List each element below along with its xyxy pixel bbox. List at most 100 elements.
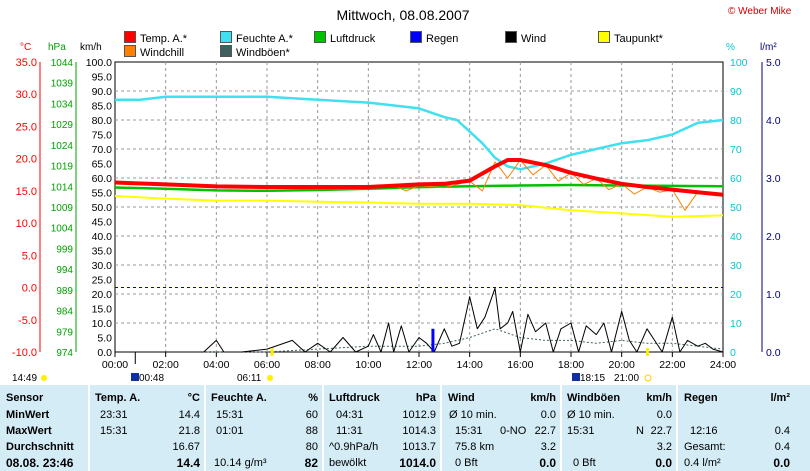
sun-markers: 14:49 00:48 06:11 18:15 21:00 xyxy=(12,348,652,384)
rain-tick-label: 4.0 xyxy=(766,115,781,127)
min-gust-val: 0.0 xyxy=(656,409,672,421)
current-gust-bft: 0 Bft xyxy=(573,457,596,469)
min-gust-label: Ø 10 min. xyxy=(567,409,615,421)
x-tick-label: 02:00 xyxy=(153,359,179,371)
grid xyxy=(115,62,723,352)
humidity-tick-label: 100 xyxy=(730,57,748,69)
wind-tick-label: 10.0 xyxy=(92,318,113,330)
min-temp-time: 23:31 xyxy=(100,409,128,421)
humidity-tick-label: 10 xyxy=(730,318,742,330)
wind-tick-label: 55.0 xyxy=(92,188,113,200)
current-temp-val: 14.4 xyxy=(176,456,200,470)
pressure-tick-label: 1024 xyxy=(51,141,74,152)
max-hum-val: 88 xyxy=(305,425,318,437)
series-feuchte-a xyxy=(115,95,724,171)
rain-tick-label: 2.0 xyxy=(766,231,781,243)
legend-label: Windböen* xyxy=(236,47,290,59)
x-tick-label: 12:00 xyxy=(406,359,432,371)
moon-icon xyxy=(572,373,580,381)
legend-swatch xyxy=(124,31,136,43)
min-hum-val: 60 xyxy=(305,409,318,421)
legend-swatch xyxy=(220,45,232,57)
legend-item: Wind xyxy=(505,31,546,45)
max-wind-time: 15:31 xyxy=(455,425,483,437)
header-wind: Wind xyxy=(448,392,475,404)
current-hum-val: 82 xyxy=(304,456,318,470)
min-press-time: 04:31 xyxy=(336,409,364,421)
humidity-tick-label: 20 xyxy=(730,289,742,301)
legend-item: Windböen* xyxy=(220,45,290,59)
temp-tick-label: 0.0 xyxy=(22,283,37,295)
max-hum-time: 01:01 xyxy=(216,425,244,437)
legend-item: Taupunkt* xyxy=(598,31,663,45)
header-hum-unit: % xyxy=(308,392,318,404)
temp-tick-label: 20.0 xyxy=(16,154,37,166)
legend-swatch xyxy=(505,31,517,43)
pressure-tick-label: 1014 xyxy=(51,182,74,193)
header-temp: Temp. A. xyxy=(95,392,141,404)
legend-swatch xyxy=(220,31,232,43)
humidity-tick-label: 90 xyxy=(730,86,742,98)
rain-tick-label: 1.0 xyxy=(766,289,781,301)
legend-label: Feuchte A.* xyxy=(236,33,293,45)
x-tick-label: 06:00 xyxy=(254,359,280,371)
legend-label: Regen xyxy=(426,33,459,45)
header-temp-unit: °C xyxy=(187,392,200,404)
humidity-tick-label: 40 xyxy=(730,231,742,243)
sun-icon xyxy=(267,375,273,381)
humidity-tick-label: 0 xyxy=(730,347,736,359)
legend-label: Temp. A.* xyxy=(140,33,188,45)
legend-swatch xyxy=(410,31,422,43)
weather-chart: Mittwoch, 08.08.2007 © Weber Mike °C hPa… xyxy=(12,6,792,384)
x-tick-label: 24:00 xyxy=(710,359,736,371)
rain-bar xyxy=(431,328,435,352)
temp-axis-unit: °C xyxy=(20,42,31,53)
wind-tick-label: 50.0 xyxy=(92,202,113,214)
legend-label: Luftdruck xyxy=(330,33,376,45)
rain-axis-unit: l/m² xyxy=(760,42,777,53)
max-wind-dir: 0-NO xyxy=(500,425,527,437)
rain-tick-label: 5.0 xyxy=(766,57,781,69)
pressure-tick-label: 994 xyxy=(56,265,73,276)
pressure-tick-label: 979 xyxy=(56,327,73,338)
row-max-label: MaxWert xyxy=(6,425,52,437)
moon-icon xyxy=(131,373,139,381)
pressure-tick-label: 1044 xyxy=(51,58,74,69)
x-tick-label: 14:00 xyxy=(457,359,483,371)
min-temp-val: 14.4 xyxy=(178,409,200,421)
rain-tick-label: 0.0 xyxy=(766,347,781,359)
header-rain-unit: l/m² xyxy=(770,392,790,404)
wind-tick-label: 60.0 xyxy=(92,173,113,185)
temp-tick-label: 10.0 xyxy=(16,218,37,230)
wind-tick-label: 45.0 xyxy=(92,217,113,229)
legend-swatch xyxy=(124,45,136,57)
current-rain-val: 0.4 l/m² xyxy=(684,457,721,469)
x-tick-label: 22:00 xyxy=(659,359,685,371)
current-press-val: 1014.0 xyxy=(399,456,436,470)
wind-tick-label: 15.0 xyxy=(92,304,113,316)
wind-tick-label: 75.0 xyxy=(92,130,113,142)
temp-tick-label: 15.0 xyxy=(16,186,37,198)
sunset-icon xyxy=(644,374,652,382)
row-avg-label: Durchschnitt xyxy=(6,441,74,453)
current-press-label: bewölkt xyxy=(329,457,367,469)
legend-label: Taupunkt* xyxy=(614,33,663,45)
header-rain: Regen xyxy=(684,392,718,404)
axes: 35.0 30.0 25.0 20.0 15.0 10.0 5.0 0.0 -5.0 -10.0 1… xyxy=(12,57,781,371)
header-press: Luftdruck xyxy=(329,392,380,404)
x-tick-label: 04:00 xyxy=(203,359,229,371)
wind-tick-label: 25.0 xyxy=(92,275,113,287)
wind-tick-label: 30.0 xyxy=(92,260,113,272)
avg-hum-val: 80 xyxy=(305,441,318,453)
legend-item: Temp. A.* xyxy=(124,31,187,45)
pressure-tick-label: 989 xyxy=(56,286,73,297)
x-tick-label: 00:00 xyxy=(102,359,128,371)
temp-tick-label: -10.0 xyxy=(12,347,37,359)
series-wind xyxy=(115,287,724,353)
header-wind-unit: km/h xyxy=(530,392,556,404)
wind-tick-label: 20.0 xyxy=(92,289,113,301)
wind-tick-label: 80.0 xyxy=(92,115,113,127)
avg-gust-val: 3.2 xyxy=(656,441,672,453)
header-sensor: Sensor xyxy=(6,392,44,404)
avg-press-val: 1013.7 xyxy=(402,441,436,453)
